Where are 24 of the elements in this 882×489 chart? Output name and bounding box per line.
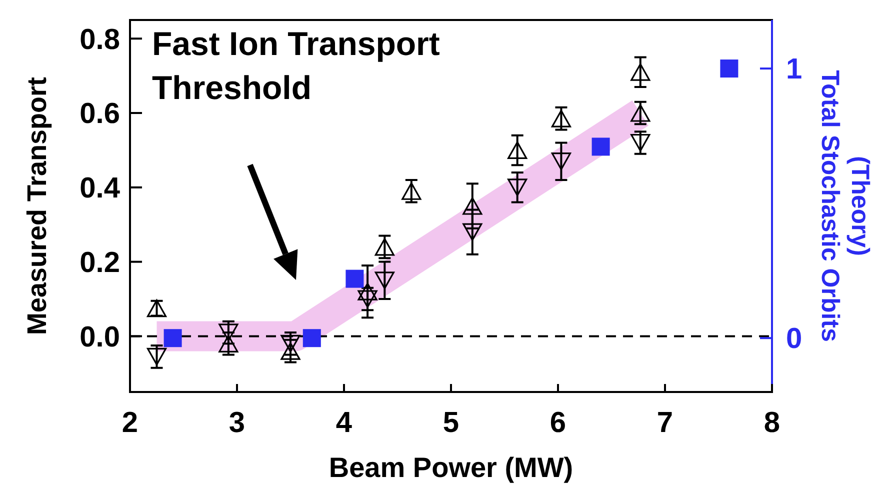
x-tick-label: 3 xyxy=(228,407,246,439)
y-axis-title: Measured Transport xyxy=(22,76,52,336)
point xyxy=(592,138,610,156)
point xyxy=(164,329,182,348)
y-tick-label: 0.0 xyxy=(80,321,120,354)
y2-axis-title: (Theory) Total Stochastic Orbits xyxy=(816,70,874,342)
y-tick-label: 0.6 xyxy=(80,98,120,130)
x-tick-label: 7 xyxy=(656,407,674,439)
y-tick-label: 0.4 xyxy=(80,172,120,205)
point xyxy=(302,329,321,348)
y-tick-label: 0.2 xyxy=(80,246,120,279)
point xyxy=(346,270,364,288)
x-tick-label: 6 xyxy=(550,407,566,439)
x-tick-label: 4 xyxy=(336,407,352,439)
point xyxy=(146,300,167,318)
x-tick-label: 5 xyxy=(442,407,460,439)
y-tick-label: 0.8 xyxy=(80,24,120,56)
x-tick-label: 2 xyxy=(122,407,138,439)
y2-tick-label: 1 xyxy=(786,54,802,86)
point xyxy=(720,60,738,78)
annotation: Fast Ion Transport Threshold xyxy=(152,25,440,106)
x-tick-label: 8 xyxy=(764,407,780,439)
y2-tick-label: 0 xyxy=(786,323,802,356)
x-axis-title: Beam Power (MW) xyxy=(328,452,574,483)
